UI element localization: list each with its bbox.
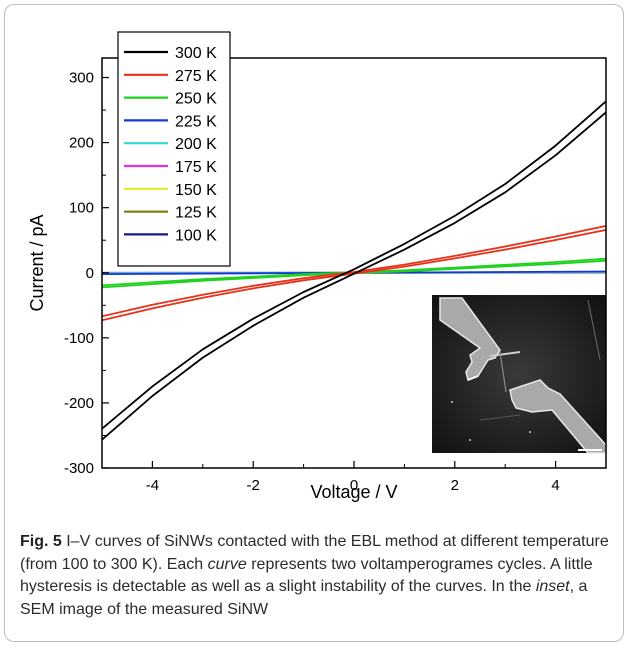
legend-label-200-k: 200 K: [175, 136, 217, 153]
figure-caption: Fig. 5 I–V curves of SiNWs contacted wit…: [20, 531, 612, 621]
y-tick-label: 200: [69, 135, 94, 152]
y-tick-label: -100: [64, 330, 94, 347]
legend-label-100-k: 100 K: [175, 227, 217, 244]
x-tick-label: 0: [350, 477, 358, 494]
legend-label-125-k: 125 K: [175, 205, 217, 222]
legend-label-150-k: 150 K: [175, 182, 217, 199]
x-tick-label: 2: [451, 477, 459, 494]
legend-label-300-k: 300 K: [175, 45, 217, 62]
sem-inset-image: [432, 295, 607, 454]
y-tick-label: -200: [64, 395, 94, 412]
legend-box: [117, 31, 231, 267]
x-tick-label: -2: [247, 477, 260, 494]
caption-text-3: , a SEM image of the measured SiNW: [20, 578, 588, 618]
legend-label-250-k: 250 K: [175, 91, 217, 108]
caption-text-2: represents two voltamperogrames cycles. …: [20, 555, 593, 596]
legend: 300 K 275 K 250 K 225 K 200 K 175 K 150 K 125 K…: [117, 31, 231, 267]
x-axis-label: Voltage / V: [310, 482, 397, 502]
series-275-k-sweep-1: [102, 225, 606, 318]
y-tick-label: 300: [69, 70, 94, 87]
x-tick-label: 4: [551, 477, 559, 494]
y-tick-label: 0: [86, 265, 94, 282]
legend-label-275-k: 275 K: [175, 68, 217, 85]
y-tick-label: 100: [69, 200, 94, 217]
iv-chart: -4 -2 0 2 4 -300 -200 -100 0 100 200 300 Voltage / …: [27, 31, 607, 502]
caption-curve-word: curve: [207, 555, 247, 573]
y-axis-label: Current / pA: [27, 214, 47, 311]
legend-label-175-k: 175 K: [175, 159, 217, 176]
series-300-k-sweep-2: [102, 111, 606, 441]
legend-label-225-k: 225 K: [175, 113, 217, 130]
caption-text-1: I–V curves of SiNWs contacted with the E…: [20, 533, 609, 573]
caption-inset-word: inset: [535, 578, 570, 595]
series-300-k-sweep-1: [102, 100, 606, 430]
caption-fig-label: Fig. 5: [20, 533, 62, 550]
y-tick-label: -300: [64, 460, 94, 477]
x-tick-label: -4: [146, 477, 159, 494]
